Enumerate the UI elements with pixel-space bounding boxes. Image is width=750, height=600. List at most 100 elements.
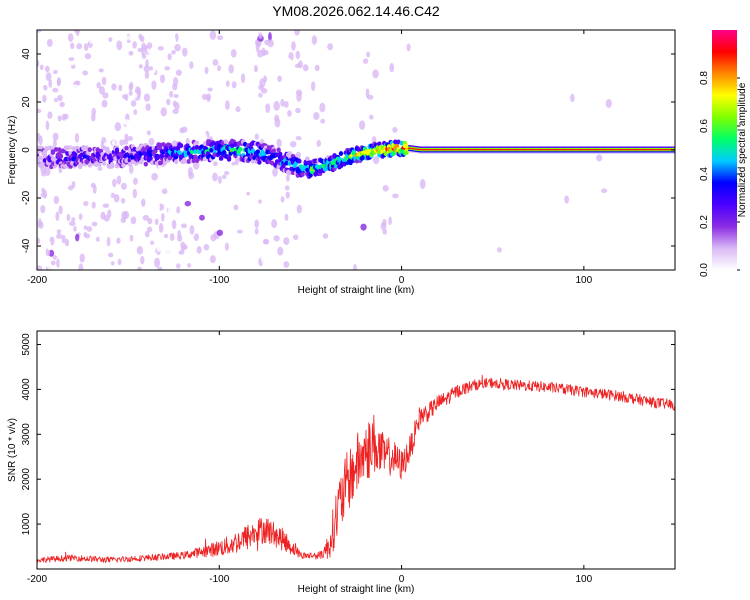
y-tick-label: 40 (21, 48, 32, 60)
spectrogram-cell (523, 147, 526, 150)
spectrogram-cell (472, 146, 474, 148)
spectrogram-cell (637, 147, 639, 150)
spectrogram-cell (472, 147, 474, 150)
spectrogram-cell (576, 146, 578, 148)
spectrogram-cell (63, 94, 68, 103)
spectrogram-cell (451, 148, 454, 151)
spectrogram-cell (435, 110, 442, 116)
spectrogram-cell (201, 264, 209, 270)
spectrogram-cell (542, 149, 545, 152)
spectrogram-cell (657, 151, 660, 153)
spectrogram-cell (427, 147, 430, 150)
spectrogram-cell (617, 147, 620, 150)
spectrogram-cell (544, 147, 546, 150)
spectrogram-cell (69, 42, 75, 50)
spectrogram-cell (421, 151, 423, 153)
spectrogram-cell (630, 152, 633, 154)
spectrogram-cell (637, 148, 639, 151)
spectrogram-cell (424, 152, 426, 154)
spectrogram-cell (56, 229, 62, 235)
spectrogram-cell (651, 151, 654, 153)
spectrogram-cell (491, 146, 494, 148)
spectrogram-cell (119, 153, 125, 159)
spectrogram-cell (494, 146, 497, 148)
spectrogram-cell (521, 148, 524, 151)
spectrogram-cell (661, 151, 663, 153)
spectrogram-cell (499, 152, 502, 154)
spectrogram-cell (493, 152, 495, 154)
spectrogram-cell (669, 152, 671, 154)
spectrogram-cell (218, 176, 222, 184)
spectrogram-cell (88, 36, 96, 44)
spectrogram-cell (212, 59, 219, 66)
spectrogram-cell (501, 149, 503, 152)
spectrogram-cell (593, 146, 596, 148)
spectrogram-cell (561, 151, 564, 153)
spectrogram-cell (558, 148, 561, 151)
spectrogram-cell (608, 147, 610, 150)
spectrogram-cell (595, 146, 598, 148)
spectrogram-cell (656, 148, 658, 151)
spectrogram-cell (372, 156, 380, 165)
spectrogram-cell (609, 147, 612, 150)
spectrogram-cell (319, 102, 326, 113)
spectrogram-x-ticks: -200 -100 0 100 (27, 30, 593, 286)
spectrogram-cell (116, 175, 122, 185)
spectrogram-cell (128, 33, 135, 42)
spectrogram-cell (589, 152, 591, 154)
spectrogram-cell (438, 149, 441, 152)
spectrogram-cell (664, 152, 666, 154)
spectrogram-cell (673, 146, 675, 148)
spectrogram-cell (220, 86, 227, 92)
spectrogram-cell (555, 149, 558, 152)
spectrogram-cell (441, 152, 444, 154)
spectrogram-cell (638, 146, 641, 148)
spectrogram-cell (314, 64, 320, 72)
spectrogram-cell (43, 84, 48, 91)
spectrogram-cell (510, 149, 513, 152)
spectrogram-cell (489, 146, 492, 148)
spectrogram-cell (472, 152, 474, 154)
spectrogram-cell (419, 147, 422, 150)
spectrogram-cell (124, 145, 129, 151)
spectrogram-cell (91, 201, 96, 209)
spectrogram-cell (640, 151, 642, 153)
spectrogram-cell (411, 148, 414, 151)
spectrogram-cell (145, 103, 151, 111)
spectrogram-cell (577, 146, 580, 148)
spectrogram-cell (193, 233, 200, 241)
spectrogram-cell (603, 149, 606, 152)
spectrogram-cell (370, 46, 375, 53)
spectrogram-cell (389, 62, 395, 73)
spectrogram-cell (566, 151, 569, 153)
spectrogram-cell (76, 43, 83, 50)
spectrogram-cell (587, 152, 590, 154)
spectrogram-cell (501, 146, 503, 148)
x-tick-label: 0 (399, 574, 405, 585)
spectrogram-cell (147, 42, 153, 49)
spectrogram-cell (414, 148, 417, 150)
spectrogram-cell (209, 255, 216, 264)
spectrogram-cell (550, 149, 553, 152)
spectrogram-cell (300, 171, 305, 177)
spectrogram-cell (440, 151, 442, 153)
spectrogram-cell (83, 43, 89, 52)
spectrogram-cell (596, 154, 603, 162)
spectrogram-cell (457, 146, 460, 148)
spectrogram-cell (480, 152, 482, 154)
spectrogram-cell (176, 206, 181, 214)
spectrogram-cell (493, 149, 495, 152)
spectrogram-cell (651, 148, 654, 151)
spectrogram-cell (571, 151, 574, 153)
spectrogram-cell (577, 148, 580, 151)
spectrogram-cell (601, 151, 604, 153)
spectrogram-cell (539, 146, 542, 148)
spectrogram-cell (157, 168, 164, 177)
spectrogram-cell (260, 252, 266, 262)
spectrogram-cell (496, 148, 498, 151)
spectrogram-cell (544, 146, 546, 148)
spectrogram-cell (295, 136, 302, 141)
spectrogram-cell (411, 149, 414, 152)
spectrogram-cell (199, 214, 205, 221)
spectrogram-cell (505, 152, 508, 154)
